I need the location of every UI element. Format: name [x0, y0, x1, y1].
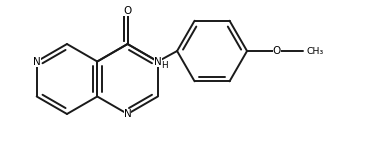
Text: N: N: [154, 57, 162, 67]
Text: CH₃: CH₃: [307, 46, 324, 55]
Text: O: O: [273, 46, 281, 56]
Text: O: O: [123, 6, 132, 16]
Text: N: N: [33, 57, 41, 67]
Text: H: H: [161, 61, 168, 70]
Text: O: O: [123, 6, 132, 16]
Text: N: N: [124, 109, 132, 119]
